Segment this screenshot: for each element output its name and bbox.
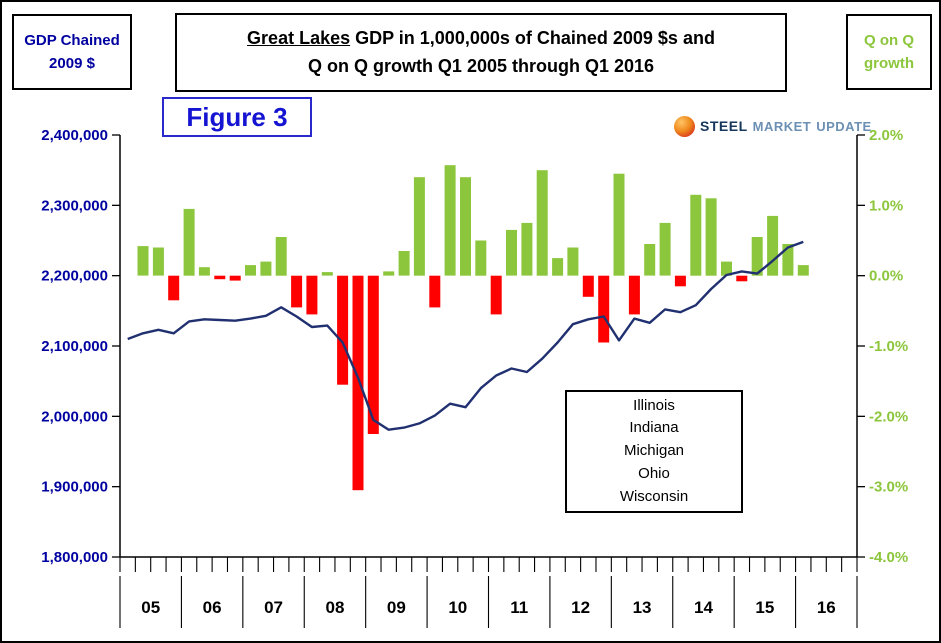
growth-bar [137, 246, 149, 276]
left-axis-tick-label: 2,200,000 [41, 268, 108, 285]
right-axis-title-line1: Q on Q [864, 31, 914, 49]
growth-bar [506, 229, 517, 276]
growth-bar [490, 275, 502, 315]
growth-bar [152, 247, 164, 276]
x-axis-year-label: 16 [817, 598, 836, 617]
right-axis-tick-label: 0.0% [869, 268, 903, 285]
growth-bar [536, 170, 548, 276]
x-axis-year-label: 09 [387, 598, 406, 617]
left-axis-tick-label: 1,900,000 [41, 479, 108, 496]
growth-bar [398, 251, 410, 276]
x-axis-year-label: 06 [203, 598, 222, 617]
growth-bar [721, 261, 732, 276]
right-axis-tick-label: 1.0% [869, 197, 903, 214]
growth-bar [659, 222, 671, 276]
growth-bar [352, 275, 364, 491]
chart-title-box: Great Lakes GDP in 1,000,000s of Chained… [175, 13, 787, 92]
growth-bar [567, 247, 579, 276]
title-line1-rest: GDP in 1,000,000s of Chained 2009 $s and [350, 27, 715, 48]
growth-bar [306, 275, 318, 315]
x-axis-year-label: 07 [264, 598, 283, 617]
right-axis-title-line2: growth [864, 55, 914, 72]
right-axis-tick-label: -4.0% [869, 549, 908, 566]
x-axis-year-label: 11 [510, 598, 528, 617]
x-axis-year-label: 14 [694, 598, 713, 617]
title-region-highlight: Great Lakes [247, 27, 351, 48]
right-axis-title-box: Q on Q growth [846, 14, 932, 90]
growth-bar [245, 265, 256, 276]
growth-bar [337, 275, 349, 385]
gdp-line [127, 240, 804, 431]
growth-bar [705, 198, 717, 276]
growth-bar [198, 267, 210, 276]
growth-bar [475, 240, 487, 276]
growth-bar [582, 275, 594, 297]
growth-bar [275, 237, 287, 276]
left-axis-title-box: GDP Chained 2009 $ [12, 14, 132, 90]
left-axis-tick-label: 2,100,000 [41, 338, 108, 355]
logo-word-steel: STEEL [700, 118, 748, 134]
left-axis-tick-label: 2,000,000 [41, 408, 108, 425]
region-states-legend: Illinois Indiana Michigan Ohio Wisconsin [565, 390, 743, 513]
legend-state: Indiana [629, 419, 679, 437]
left-axis-title-line1: GDP Chained [24, 31, 120, 49]
left-axis-tick-label: 2,300,000 [41, 197, 108, 214]
x-axis-year-label: 15 [755, 598, 774, 617]
growth-bar [644, 244, 656, 276]
growth-bar [690, 194, 702, 276]
right-axis-tick-label: -2.0% [869, 408, 908, 425]
right-axis-tick-label: -1.0% [869, 338, 908, 355]
axes: 2,400,000 2,300,000 2,200,000 2,100,000 2,00… [41, 127, 908, 628]
growth-bar [367, 275, 379, 434]
growth-bar [552, 258, 564, 276]
logo-word-update: UPDATE [816, 118, 872, 134]
growth-bar [613, 173, 625, 276]
x-axis-year-label: 05 [141, 598, 160, 617]
x-axis-year-label: 08 [325, 598, 344, 617]
growth-bar [429, 275, 441, 308]
legend-state: Illinois [633, 396, 675, 414]
legend-state: Michigan [623, 442, 685, 460]
growth-bar [383, 271, 395, 276]
growth-bar [598, 275, 610, 343]
growth-bar [751, 237, 763, 276]
qoq-growth-bars [137, 165, 809, 491]
growth-bar [460, 177, 471, 276]
growth-bar [260, 261, 272, 276]
left-axis-title-line2: 2009 $ [49, 55, 95, 72]
growth-bar [674, 275, 686, 287]
growth-bar [782, 244, 794, 276]
left-axis-tick-label: 2,400,000 [41, 127, 108, 144]
steel-market-update-logo: STEEL MARKET UPDATE [674, 114, 872, 138]
growth-bar [736, 275, 748, 282]
growth-bar [183, 208, 195, 276]
growth-bar [214, 275, 226, 280]
logo-sphere-icon [674, 115, 695, 137]
left-axis-tick-label: 1,800,000 [41, 549, 108, 566]
right-axis-tick-label: 2.0% [869, 127, 903, 144]
growth-bar [521, 222, 533, 276]
right-axis-tick-label: -3.0% [869, 479, 908, 496]
figure-label: Figure 3 [162, 97, 312, 137]
growth-bar [321, 272, 333, 276]
legend-state: Wisconsin [619, 487, 689, 505]
legend-state: Ohio [638, 464, 670, 482]
growth-bar [168, 275, 180, 301]
x-axis-year-label: 13 [633, 598, 652, 617]
x-axis-year-label: 10 [448, 598, 467, 617]
growth-bar [291, 275, 303, 308]
chart-title-line2: Q on Q growth Q1 2005 through Q1 2016 [307, 55, 655, 76]
growth-bar [413, 177, 425, 276]
chart-title-line1: Great Lakes GDP in 1,000,000s of Chained… [247, 25, 715, 53]
growth-bar [797, 265, 809, 276]
x-axis-year-label: 12 [571, 598, 590, 617]
logo-word-market: MARKET [752, 118, 812, 134]
growth-bar [628, 275, 640, 315]
growth-bar [767, 215, 779, 276]
growth-bar [229, 275, 241, 281]
growth-bar [444, 165, 456, 276]
